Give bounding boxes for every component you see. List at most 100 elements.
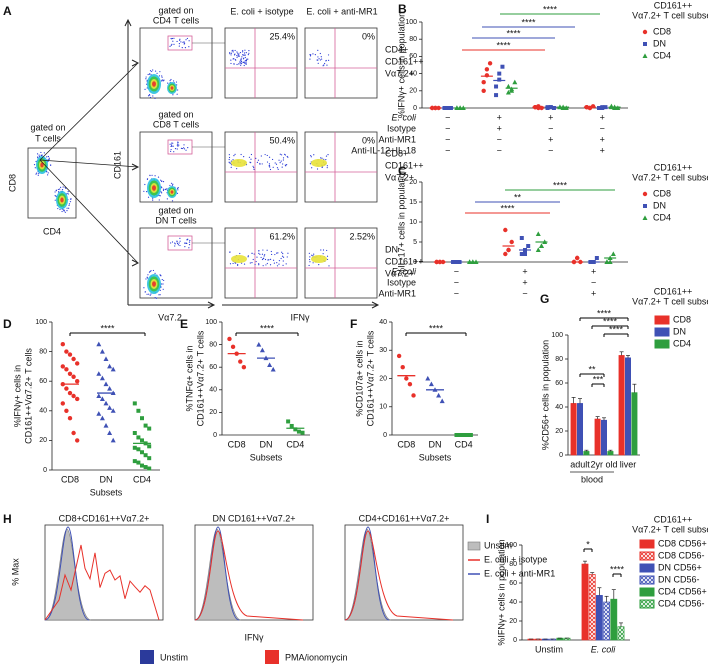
- legend-label: DN CD56-: [658, 574, 700, 584]
- event-dot: [55, 190, 57, 192]
- y-axis-label: %CD56+ cells in population: [540, 340, 550, 450]
- event-dot: [146, 277, 149, 279]
- event-dot: [181, 147, 184, 150]
- data-point: [270, 366, 276, 372]
- data-point: [497, 71, 502, 76]
- event-dot: [149, 70, 152, 72]
- event-dot: [154, 97, 156, 99]
- y-tick-label: 0: [559, 452, 563, 459]
- event-dot: [263, 255, 265, 257]
- event-dot: [182, 41, 184, 43]
- data-point: [642, 215, 648, 220]
- plot-frame: [304, 131, 378, 203]
- event-dot: [309, 256, 311, 258]
- event-dot: [286, 256, 288, 258]
- data-point: [642, 53, 648, 58]
- data-point: [71, 393, 76, 399]
- data-point: [512, 79, 518, 85]
- event-dot: [178, 45, 180, 47]
- row-sign: −: [600, 123, 605, 133]
- event-dot: [248, 52, 250, 54]
- event-dot: [158, 75, 161, 77]
- event-dot: [143, 190, 145, 192]
- y-tick-label: 40: [379, 319, 387, 326]
- event-dot: [162, 288, 164, 290]
- row-sign: +: [600, 134, 605, 144]
- significance-label: **: [588, 364, 596, 374]
- event-dot: [281, 154, 283, 156]
- row-sign: −: [522, 288, 527, 298]
- event-dot: [229, 263, 232, 265]
- significance-label: ****: [429, 323, 444, 333]
- event-dot: [310, 156, 312, 158]
- data-point: [75, 438, 80, 443]
- event-dot: [278, 263, 280, 265]
- data-point: [107, 405, 113, 410]
- data-point: [487, 61, 493, 66]
- event-dot: [243, 52, 246, 54]
- event-dot: [271, 253, 273, 256]
- arrow-head: [131, 59, 140, 67]
- event-dot: [165, 188, 168, 190]
- histogram-isotype: [344, 530, 454, 621]
- y-tick-label: 0: [213, 432, 217, 439]
- significance-label: ****: [260, 323, 275, 333]
- event-dot: [237, 264, 239, 267]
- event-dot: [188, 46, 190, 48]
- event-dot: [239, 252, 241, 255]
- bar: [576, 403, 583, 456]
- data-point: [60, 401, 65, 406]
- legend-label: CD4 CD56-: [658, 598, 705, 608]
- event-dot: [230, 52, 233, 54]
- event-dot: [326, 64, 328, 66]
- event-dot: [170, 144, 173, 146]
- data-point: [603, 105, 608, 110]
- panel-label: D: [3, 317, 12, 331]
- significance-label: *: [586, 539, 590, 549]
- row-sign: +: [497, 112, 502, 122]
- event-dot: [321, 58, 323, 60]
- event-dot: [160, 283, 163, 285]
- data-point: [545, 106, 550, 110]
- data-point: [396, 353, 402, 359]
- event-dot: [239, 59, 242, 61]
- legend-title: Vα7.2+ T cell subset: [632, 172, 708, 182]
- event-dot: [182, 147, 185, 149]
- event-dot: [177, 145, 179, 147]
- event-dot: [266, 249, 268, 251]
- plot-frame: [304, 227, 378, 299]
- event-dot: [152, 198, 154, 200]
- data-point: [103, 356, 109, 361]
- event-dot: [247, 255, 249, 257]
- event-dot: [149, 270, 151, 273]
- significance-label: ****: [100, 323, 115, 333]
- data-point: [147, 466, 152, 471]
- event-dot: [67, 191, 69, 193]
- event-dot: [280, 160, 282, 162]
- density: [170, 190, 174, 194]
- event-dot: [328, 59, 330, 61]
- event-dot: [145, 278, 147, 280]
- event-dot: [281, 166, 283, 168]
- data-point: [436, 392, 442, 398]
- data-point: [535, 247, 541, 252]
- density: [152, 185, 156, 191]
- event-dot: [158, 294, 160, 296]
- axis-label: CD161: [112, 151, 122, 179]
- event-dot: [149, 294, 151, 296]
- event-dot: [326, 249, 328, 252]
- event-dot: [322, 253, 324, 255]
- event-dot: [161, 187, 163, 189]
- event-dot: [33, 164, 36, 166]
- event-dot: [287, 252, 289, 254]
- event-dot: [35, 160, 37, 163]
- event-dot: [259, 253, 261, 255]
- event-dot: [266, 262, 268, 265]
- plot-frame: [139, 227, 213, 299]
- event-dot: [151, 174, 153, 176]
- event-dot: [154, 175, 156, 177]
- event-dot: [266, 154, 268, 157]
- data-point: [107, 386, 113, 391]
- event-dot: [41, 154, 43, 157]
- event-dot: [258, 264, 260, 266]
